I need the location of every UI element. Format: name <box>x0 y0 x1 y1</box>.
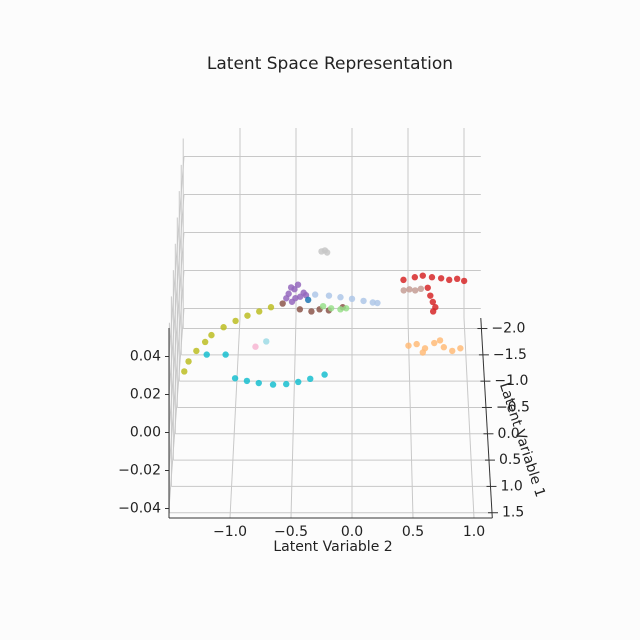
point <box>429 298 437 306</box>
y-tick-label: −1.5 <box>493 347 527 363</box>
x-tick-label: −1.0 <box>213 524 247 540</box>
y-tick-label: 0.0 <box>497 426 519 442</box>
point <box>453 275 461 283</box>
point <box>440 344 448 351</box>
point <box>292 294 299 302</box>
point <box>428 274 436 281</box>
y-tick-label: 1.0 <box>500 478 522 494</box>
point <box>294 281 302 288</box>
point <box>457 345 464 352</box>
point <box>255 379 262 387</box>
x-tick-label: 1.0 <box>463 524 485 540</box>
point <box>343 305 350 312</box>
y-tick-label: 1.5 <box>502 505 524 521</box>
x-axis-label: Latent Variable 2 <box>273 539 392 555</box>
point <box>244 312 251 319</box>
point <box>185 358 192 365</box>
point <box>267 304 275 311</box>
z-tick-label: 0.04 <box>130 349 161 365</box>
grid-line <box>168 308 185 509</box>
point <box>222 351 229 358</box>
point <box>400 276 407 284</box>
grid-line <box>407 317 414 519</box>
point <box>400 287 407 294</box>
y-tick-label: −2.0 <box>491 321 525 337</box>
point <box>269 381 277 388</box>
point <box>337 294 344 301</box>
point <box>424 284 431 291</box>
point <box>287 284 295 291</box>
point <box>304 296 312 304</box>
point <box>201 338 209 346</box>
point <box>296 306 304 313</box>
point <box>437 275 445 282</box>
point <box>295 378 302 386</box>
grid-line <box>168 156 185 357</box>
point <box>413 340 420 348</box>
point <box>321 371 328 378</box>
point <box>193 347 200 355</box>
point <box>411 274 419 281</box>
point <box>337 306 344 313</box>
point <box>319 302 327 310</box>
x-tick-label: 0.0 <box>341 524 363 540</box>
z-tick-label: −0.02 <box>118 463 161 479</box>
point <box>323 249 331 256</box>
point <box>307 375 314 383</box>
point <box>436 337 444 344</box>
point <box>369 299 376 306</box>
point <box>419 272 426 279</box>
point <box>417 285 425 293</box>
point <box>431 339 438 347</box>
z-tick-label: 0.00 <box>130 425 161 441</box>
point <box>427 292 434 299</box>
point <box>252 343 259 350</box>
point <box>231 375 239 382</box>
point <box>203 351 210 358</box>
point <box>449 347 456 355</box>
point <box>419 349 426 356</box>
point <box>283 380 290 388</box>
point <box>243 377 251 385</box>
y-tick-label: −1.0 <box>494 373 528 389</box>
point <box>220 324 227 331</box>
point <box>181 368 188 375</box>
point <box>411 287 419 294</box>
point <box>460 277 468 285</box>
grid-line <box>168 232 185 433</box>
point <box>308 308 315 315</box>
point <box>429 308 437 315</box>
point <box>232 317 239 325</box>
point <box>360 297 367 305</box>
point <box>279 300 286 307</box>
axis-line <box>480 317 493 519</box>
point <box>256 308 263 315</box>
chart-title: Latent Space Representation <box>207 54 453 74</box>
point <box>263 338 270 345</box>
x-tick-label: −0.5 <box>274 524 308 540</box>
point <box>325 292 333 299</box>
grid-line <box>290 317 297 519</box>
point <box>208 331 215 339</box>
point <box>405 342 412 349</box>
grid-line <box>463 317 475 519</box>
grid-line <box>168 270 185 471</box>
grid-line <box>229 317 241 519</box>
point <box>374 299 381 307</box>
y-tick-label: −0.5 <box>496 399 530 415</box>
point <box>348 295 356 303</box>
point <box>446 276 453 284</box>
x-tick-label: 0.5 <box>402 524 424 540</box>
grid-line <box>168 194 185 395</box>
z-tick-label: −0.04 <box>118 501 161 517</box>
point <box>283 295 290 302</box>
z-tick-label: 0.02 <box>130 387 161 403</box>
point <box>406 286 413 293</box>
y-tick-label: 0.5 <box>499 452 521 468</box>
point <box>311 291 319 298</box>
point <box>327 305 335 312</box>
